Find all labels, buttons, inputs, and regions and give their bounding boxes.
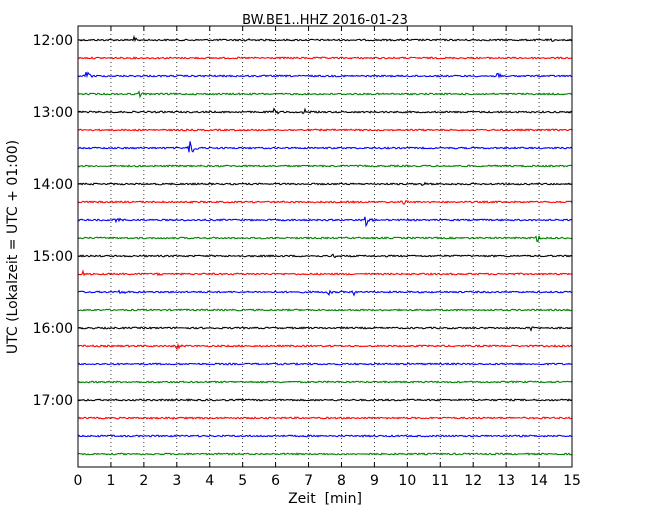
x-tick-label-4: 4 [205, 473, 214, 489]
x-tick-label-3: 3 [172, 473, 181, 489]
y-tick-label-3: 15:00 [33, 249, 73, 265]
trace-1245 [77, 90, 573, 99]
x-tick-label-12: 12 [464, 473, 482, 489]
x-tick-label-10: 10 [398, 473, 416, 489]
y-tick-label-4: 16:00 [33, 321, 73, 337]
trace-1615 [77, 342, 573, 351]
axis-ticks [77, 26, 573, 467]
x-tick-label-8: 8 [337, 473, 346, 489]
trace-1545 [77, 308, 573, 312]
trace-1730 [77, 434, 573, 438]
trace-1415 [77, 199, 573, 205]
trace-1515 [77, 269, 573, 277]
x-tick-label-0: 0 [74, 473, 83, 489]
x-tick-label-2: 2 [139, 473, 148, 489]
trace-1500 [77, 253, 573, 259]
trace-1445 [77, 235, 573, 242]
trace-1315 [77, 128, 573, 132]
trace-1345 [77, 164, 573, 168]
y-tick-labels: 12:00 13:00 14:00 15:00 16:00 17:00 [33, 33, 73, 409]
y-tick-label-1: 13:00 [33, 105, 73, 121]
x-tick-labels: 0 1 2 3 4 5 6 7 8 9 10 11 12 13 14 15 [74, 473, 581, 489]
trace-1430 [77, 216, 573, 228]
y-axis-label: UTC (Lokalzeit = UTC + 01:00) [5, 140, 21, 354]
x-tick-label-15: 15 [563, 473, 581, 489]
x-tick-label-1: 1 [106, 473, 115, 489]
trace-1300 [77, 107, 573, 115]
trace-1630 [77, 362, 573, 366]
x-tick-label-13: 13 [497, 473, 515, 489]
x-tick-label-14: 14 [530, 473, 548, 489]
chart-title: BW.BE1..HHZ 2016-01-23 [242, 13, 408, 28]
x-tick-label-5: 5 [238, 473, 247, 489]
plot-frame [77, 25, 573, 468]
trace-1330 [77, 141, 573, 153]
x-tick-label-6: 6 [271, 473, 280, 489]
x-tick-label-9: 9 [370, 473, 379, 489]
x-tick-label-7: 7 [304, 473, 313, 489]
trace-1700 [77, 398, 573, 402]
trace-group [77, 34, 573, 456]
trace-1400 [77, 181, 573, 187]
y-tick-label-5: 17:00 [33, 393, 73, 409]
trace-1745 [77, 452, 573, 456]
trace-1215 [77, 56, 573, 60]
grid-lines [110, 26, 540, 467]
trace-1715 [77, 416, 573, 420]
y-tick-label-2: 14:00 [33, 177, 73, 193]
trace-1645 [77, 380, 573, 384]
x-axis-label: Zeit [min] [288, 491, 362, 507]
trace-1200 [77, 34, 573, 43]
trace-1230 [77, 71, 573, 79]
y-tick-label-0: 12:00 [33, 33, 73, 49]
x-tick-label-11: 11 [431, 473, 449, 489]
trace-1530 [77, 289, 573, 297]
trace-1600 [78, 326, 573, 332]
